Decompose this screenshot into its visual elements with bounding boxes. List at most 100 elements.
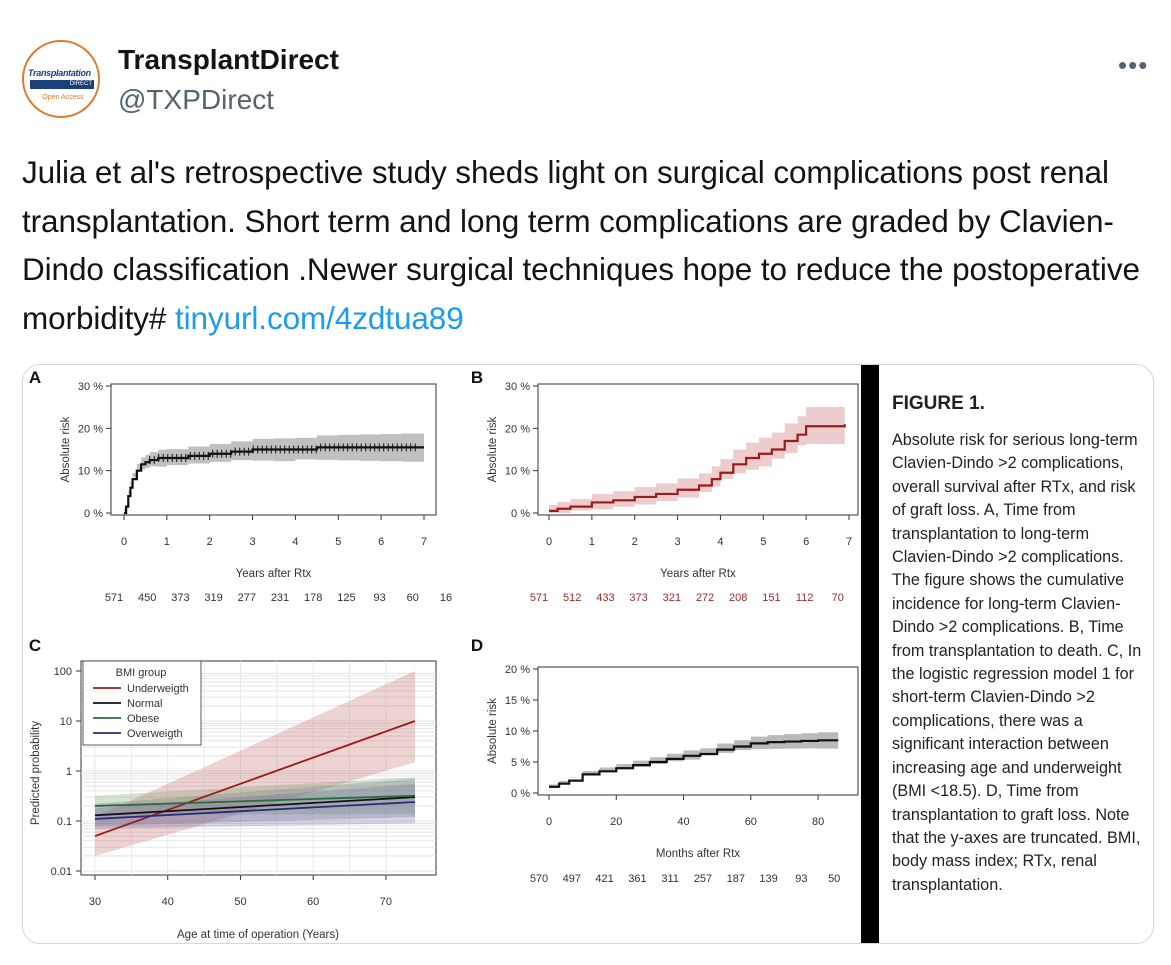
at-risk-count-A: 319 <box>204 592 222 604</box>
more-options-icon[interactable]: ••• <box>1118 50 1149 80</box>
panel-label-A: A <box>29 368 41 387</box>
at-risk-count-A: 93 <box>373 592 385 604</box>
at-risk-count-B: 512 <box>563 592 581 604</box>
x-tick-label-D: 20 <box>610 816 622 828</box>
panel-label-C: C <box>29 636 41 655</box>
y-tick-label-C: 100 <box>54 666 72 678</box>
y-tick-label-D: 15 % <box>505 695 530 707</box>
x-tick-label-B: 6 <box>803 536 809 548</box>
y-tick-label-A: 20 % <box>78 423 103 435</box>
at-risk-count-D: 421 <box>595 873 613 885</box>
at-risk-count-D: 93 <box>795 873 807 885</box>
y-tick-label-C: 0.01 <box>51 866 72 878</box>
x-tick-label-A: 1 <box>164 536 170 548</box>
y-tick-label-D: 10 % <box>505 726 530 738</box>
legend-label-C: Underweigth <box>127 683 189 695</box>
confidence-band-D <box>549 731 839 790</box>
series-line-C-obese <box>94 794 416 807</box>
series-line-C-overweigth <box>94 801 416 820</box>
plot-frame-D <box>537 666 859 796</box>
avatar-sub-text: Open Access <box>42 94 84 101</box>
y-tick-label-D: 0 % <box>511 788 530 800</box>
confidence-band-B <box>549 404 845 513</box>
y-tick-label-A: 0 % <box>84 508 103 520</box>
x-axis-label-D: Months after Rtx <box>656 848 741 860</box>
at-risk-count-B: 208 <box>729 592 747 604</box>
x-tick-label-B: 4 <box>717 536 723 548</box>
x-tick-label-D: 40 <box>677 816 689 828</box>
legend-title-C: BMI group <box>116 667 167 679</box>
y-axis-label-B: Absolute risk <box>487 416 499 482</box>
x-tick-label-A: 2 <box>207 536 213 548</box>
at-risk-count-B: 151 <box>762 592 780 604</box>
at-risk-count-D: 497 <box>563 873 581 885</box>
y-tick-label-B: 30 % <box>505 381 530 393</box>
user-handle[interactable]: @TXPDirect <box>118 84 274 115</box>
avatar-band-text: DIRECT <box>30 80 94 89</box>
at-risk-count-B: 272 <box>696 592 714 604</box>
at-risk-count-A: 125 <box>337 592 355 604</box>
at-risk-count-B: 321 <box>663 592 681 604</box>
at-risk-count-B: 433 <box>596 592 614 604</box>
at-risk-count-D: 570 <box>530 873 548 885</box>
y-tick-label-D: 20 % <box>505 664 530 676</box>
x-tick-label-A: 5 <box>335 536 341 548</box>
x-tick-label-D: 80 <box>812 816 824 828</box>
at-risk-count-A: 277 <box>238 592 256 604</box>
y-tick-label-A: 30 % <box>78 381 103 393</box>
panel-label-D: D <box>471 636 483 655</box>
display-name[interactable]: TransplantDirect <box>118 44 339 75</box>
panel-label-B: B <box>471 368 483 387</box>
x-tick-label-B: 7 <box>846 536 852 548</box>
x-axis-label-B: Years after Rtx <box>660 568 736 580</box>
at-risk-count-A: 178 <box>304 592 322 604</box>
y-axis-label-C: Predicted probability <box>30 721 42 825</box>
at-risk-count-D: 311 <box>661 873 679 885</box>
y-axis-label-D: Absolute risk <box>487 698 499 764</box>
x-tick-label-A: 4 <box>292 536 298 548</box>
series-line-D <box>549 739 839 788</box>
x-tick-label-A: 6 <box>378 536 384 548</box>
caption-divider <box>861 365 879 943</box>
x-axis-label-C: Age at time of operation (Years) <box>177 929 339 941</box>
series-line-B <box>549 424 846 512</box>
avatar[interactable]: Transplantation DIRECT Open Access <box>22 40 100 118</box>
x-tick-label-D: 60 <box>745 816 757 828</box>
tweet-link[interactable]: tinyurl.com/4zdtua89 <box>174 299 464 336</box>
series-line-C-normal <box>94 796 416 817</box>
x-tick-label-A: 3 <box>250 536 256 548</box>
at-risk-count-A: 231 <box>271 592 289 604</box>
legend-box-C <box>82 660 202 746</box>
x-tick-label-B: 5 <box>760 536 766 548</box>
legend-label-C: Obese <box>127 713 159 725</box>
at-risk-count-A: 16 <box>440 592 452 604</box>
at-risk-count-A: 60 <box>407 592 419 604</box>
x-tick-label-B: 0 <box>546 536 552 548</box>
x-tick-label-C: 70 <box>380 896 392 908</box>
legend-label-C: Normal <box>127 698 162 710</box>
at-risk-count-D: 139 <box>759 873 777 885</box>
legend-label-C: Overweigth <box>127 728 183 740</box>
plot-frame-A <box>110 383 437 516</box>
at-risk-count-D: 257 <box>694 873 712 885</box>
x-tick-label-C: 40 <box>162 896 174 908</box>
tweet-text: Julia et al's retrospective study sheds … <box>22 148 1152 342</box>
plot-frame-B <box>537 383 859 516</box>
x-axis-label-A: Years after Rtx <box>236 568 312 580</box>
at-risk-count-D: 50 <box>828 873 840 885</box>
x-tick-label-C: 50 <box>234 896 246 908</box>
at-risk-count-A: 373 <box>171 592 189 604</box>
y-tick-label-B: 0 % <box>511 508 530 520</box>
x-tick-label-D: 0 <box>546 816 552 828</box>
x-tick-label-B: 1 <box>589 536 595 548</box>
plot-frame-C <box>80 660 437 876</box>
at-risk-count-B: 571 <box>530 592 548 604</box>
at-risk-count-B: 70 <box>832 592 844 604</box>
x-tick-label-B: 2 <box>632 536 638 548</box>
y-tick-label-C: 10 <box>60 716 72 728</box>
x-tick-label-C: 30 <box>89 896 101 908</box>
at-risk-count-D: 361 <box>628 873 646 885</box>
tweet-body: Julia et al's retrospective study sheds … <box>22 154 1140 336</box>
